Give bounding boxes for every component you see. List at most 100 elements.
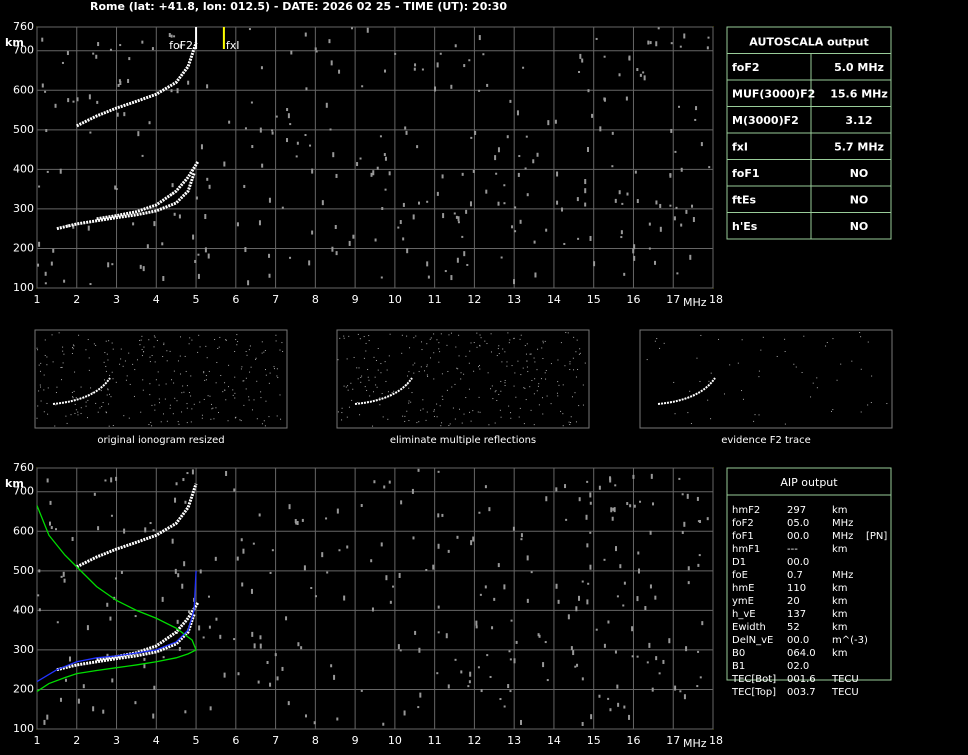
noise-dot: [514, 372, 516, 374]
noise-dot: [706, 517, 709, 521]
noise-dot: [184, 500, 187, 504]
noise-dot: [363, 357, 365, 359]
noise-dot: [399, 220, 402, 225]
noise-dot: [458, 355, 460, 357]
noise-dot: [236, 334, 238, 336]
aip-cell: 00.0: [787, 531, 809, 542]
noise-dot: [169, 350, 171, 352]
noise-dot: [162, 276, 165, 282]
noise-dot: [509, 690, 512, 693]
noise-dot: [407, 375, 409, 377]
x-tick-label: 14: [547, 293, 561, 306]
noise-dot: [243, 184, 246, 188]
noise-dot: [140, 411, 142, 413]
noise-dot: [225, 470, 228, 476]
noise-dot: [655, 200, 658, 205]
noise-dot: [742, 398, 744, 400]
noise-dot: [111, 342, 113, 344]
noise-dot: [413, 372, 415, 374]
noise-dot: [39, 384, 41, 386]
noise-dot: [222, 391, 224, 393]
noise-dot: [467, 685, 470, 688]
noise-dot: [261, 352, 263, 354]
noise-dot: [542, 357, 544, 359]
x-tick-label: 12: [467, 293, 481, 306]
noise-dot: [108, 340, 110, 342]
noise-dot: [300, 646, 303, 650]
aip-cell: 064.0: [787, 648, 816, 659]
noise-dot: [234, 392, 236, 394]
noise-dot: [458, 334, 460, 336]
noise-dot: [105, 411, 107, 413]
noise-dot: [107, 262, 110, 268]
noise-dot: [418, 421, 420, 423]
aip-cell: MHz: [832, 531, 853, 542]
noise-dot: [160, 421, 162, 423]
noise-dot: [696, 496, 699, 501]
aip-cell: hmF1: [732, 544, 760, 555]
noise-dot: [59, 168, 62, 174]
noise-dot: [680, 167, 683, 172]
noise-dot: [203, 371, 205, 373]
autoscala-value: NO: [850, 220, 869, 233]
y-axis-label: km: [5, 36, 24, 49]
noise-dot: [63, 353, 65, 355]
noise-dot: [569, 369, 571, 371]
noise-dot: [384, 156, 387, 161]
noise-dot: [525, 353, 527, 355]
noise-dot: [260, 66, 263, 70]
noise-dot: [85, 405, 87, 407]
noise-dot: [105, 340, 107, 342]
noise-dot: [116, 112, 119, 117]
noise-dot: [347, 389, 349, 391]
noise-dot: [626, 192, 629, 196]
noise-dot: [391, 392, 393, 394]
noise-dot: [184, 710, 187, 714]
noise-dot: [127, 78, 130, 83]
noise-dot: [228, 120, 231, 124]
noise-dot: [433, 333, 435, 335]
noise-dot: [195, 196, 198, 200]
noise-dot: [265, 374, 267, 376]
noise-dot: [97, 526, 100, 531]
noise-dot: [436, 62, 439, 68]
noise-dot: [382, 416, 384, 418]
noise-dot: [867, 341, 869, 343]
noise-dot: [437, 470, 440, 473]
noise-dot: [416, 145, 419, 149]
noise-dot: [209, 706, 212, 711]
noise-dot: [522, 367, 524, 369]
noise-dot: [225, 339, 227, 341]
noise-dot: [44, 354, 46, 356]
noise-dot: [143, 657, 146, 661]
x-tick-label: 7: [272, 293, 279, 306]
noise-dot: [236, 344, 238, 346]
noise-dot: [119, 81, 122, 86]
noise-dot: [295, 155, 298, 158]
noise-dot: [479, 593, 482, 596]
noise-dot: [397, 644, 400, 650]
thumb-trace: [657, 377, 716, 405]
noise-dot: [506, 361, 508, 363]
noise-dot: [173, 382, 175, 384]
noise-dot: [495, 390, 497, 392]
noise-dot: [47, 413, 49, 415]
noise-dot: [681, 493, 684, 496]
noise-dot: [235, 416, 237, 418]
noise-dot: [469, 411, 471, 413]
noise-dot: [166, 350, 168, 352]
aip-cell: 297: [787, 505, 806, 516]
noise-dot: [642, 71, 645, 74]
noise-dot: [311, 168, 314, 174]
noise-dot: [339, 337, 341, 339]
noise-dot: [439, 52, 442, 55]
noise-dot: [830, 410, 832, 412]
noise-dot: [360, 503, 363, 507]
noise-dot: [192, 234, 195, 240]
noise-dot: [111, 371, 113, 373]
noise-dot: [563, 242, 566, 245]
noise-dot: [260, 397, 262, 399]
noise-dot: [345, 386, 347, 388]
noise-dot: [579, 352, 581, 354]
x-tick-label: 13: [507, 734, 521, 747]
